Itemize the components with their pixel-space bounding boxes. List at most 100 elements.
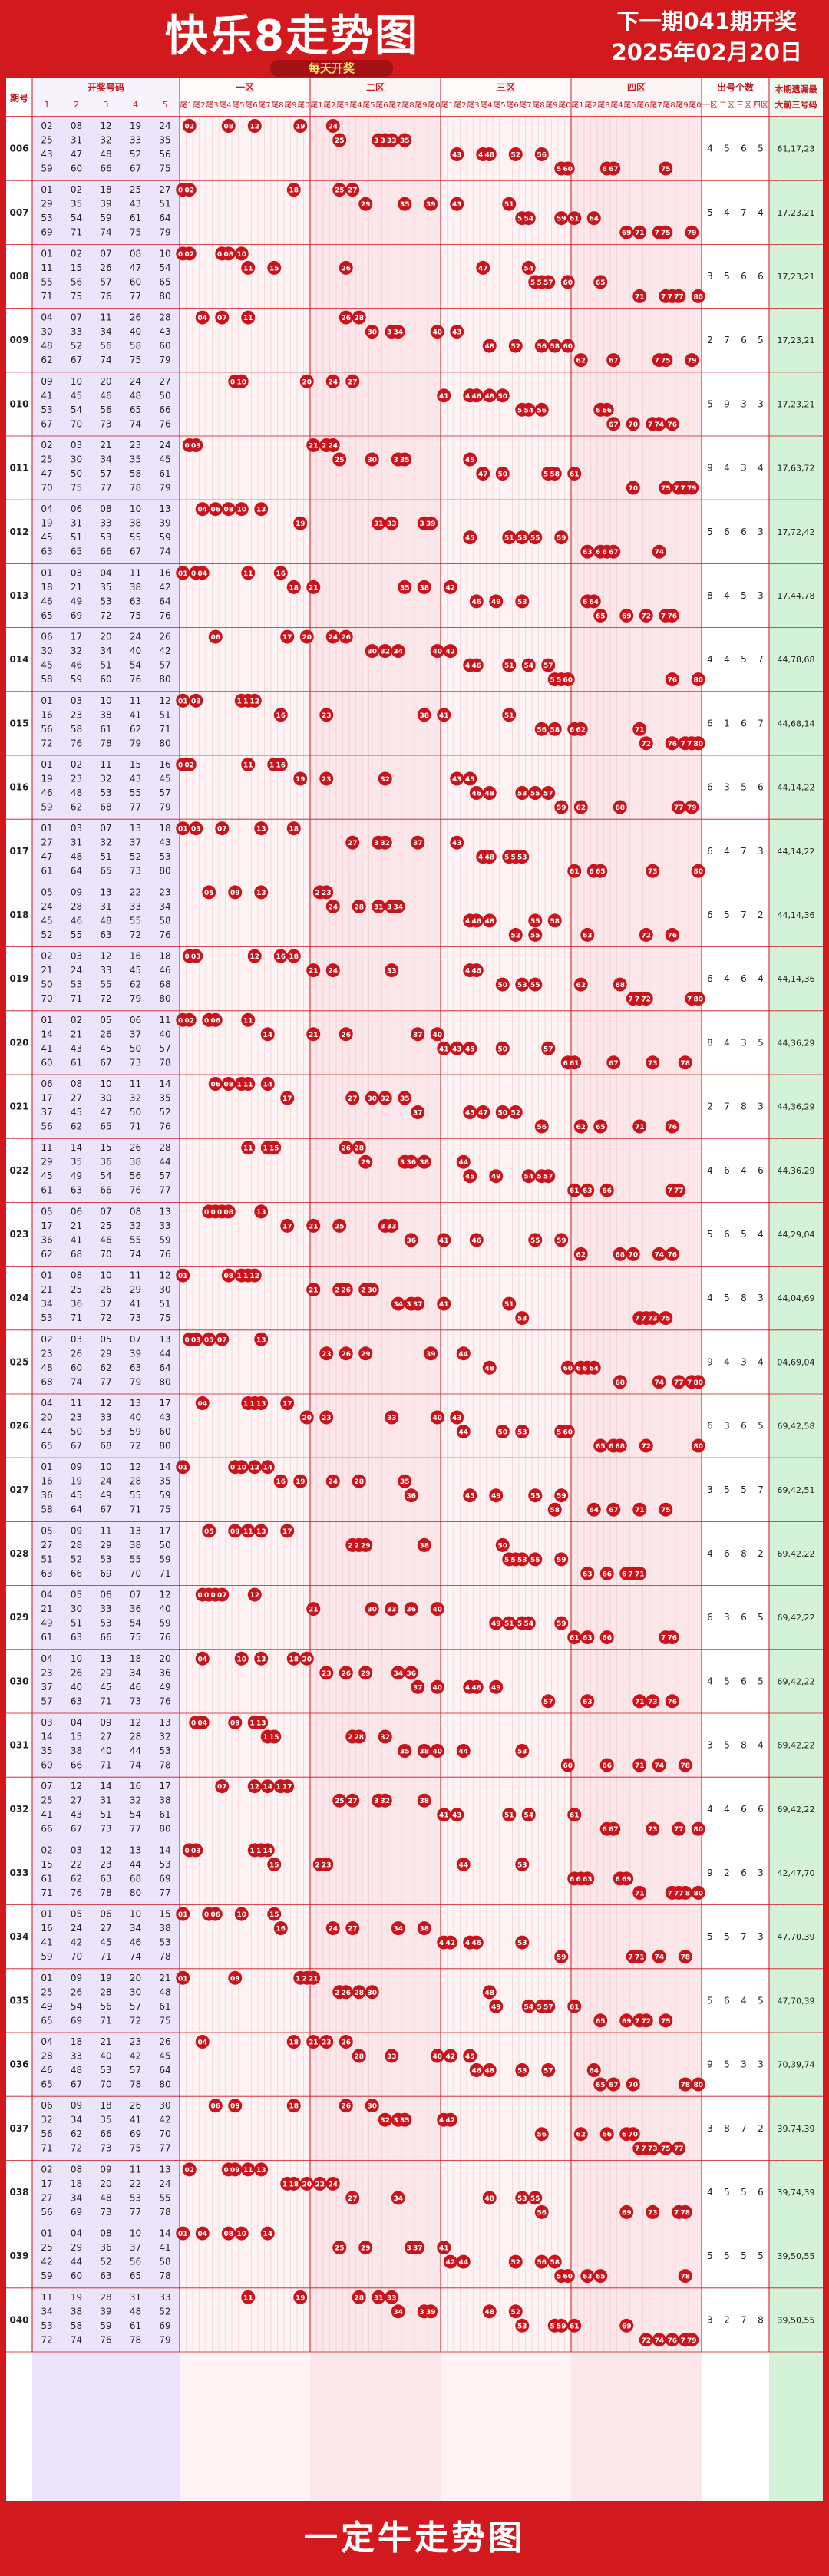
winning-number: 48 — [41, 341, 52, 352]
winning-number: 41 — [159, 2242, 170, 2253]
winning-number: 20 — [100, 632, 111, 642]
number-ball — [613, 977, 627, 992]
number-ball — [528, 1552, 543, 1567]
ball-label: 76 — [667, 421, 677, 429]
number-ball — [515, 977, 530, 992]
winning-number: 17 — [159, 1525, 170, 1536]
issue-number: 014 — [9, 654, 28, 665]
winning-number: 48 — [100, 915, 111, 926]
winning-number: 13 — [100, 1653, 111, 1664]
number-ball — [541, 1694, 556, 1709]
issue-number: 035 — [9, 1995, 28, 2006]
ball-label: 73 — [648, 1826, 658, 1834]
issue-number: 030 — [9, 1676, 28, 1686]
ball-label: 71 — [635, 293, 645, 301]
winning-number: 01 — [41, 1973, 52, 1983]
ball-label: 24 — [328, 903, 338, 911]
ball-label: 53 — [517, 1861, 527, 1869]
winning-number: 03 — [71, 440, 82, 451]
number-ball — [554, 2318, 569, 2333]
ball-label: 48 — [484, 152, 494, 160]
winning-number: 45 — [159, 454, 170, 465]
ball-label: 45 — [465, 1110, 475, 1118]
number-ball — [378, 2112, 392, 2127]
zone-count: 4 — [707, 1165, 713, 1176]
number-ball — [463, 1041, 477, 1055]
number-ball — [208, 2099, 223, 2113]
winning-number: 11 — [71, 1398, 82, 1409]
number-ball — [560, 672, 575, 687]
ball-label: 75 — [661, 230, 671, 237]
winning-number: 76 — [159, 1249, 170, 1260]
zone-count: 5 — [724, 144, 730, 154]
zone-count: 7 — [741, 910, 747, 920]
miss-top3: 70,39,74 — [778, 2060, 815, 2070]
winning-number: 79 — [159, 2334, 170, 2345]
number-ball — [176, 1970, 190, 1985]
ball-label: 49 — [491, 1684, 501, 1692]
number-ball — [599, 1566, 614, 1580]
ball-label: 53 — [517, 2195, 527, 2203]
number-ball — [547, 2254, 562, 2269]
ball-label: 33 — [387, 1223, 397, 1230]
winning-number: 71 — [100, 1696, 111, 1706]
winning-number: 50 — [130, 1107, 141, 1118]
number-ball — [691, 1821, 705, 1836]
winning-number: 56 — [100, 405, 111, 415]
number-ball — [372, 899, 386, 913]
number-ball — [293, 516, 308, 530]
winning-number: 35 — [41, 1745, 52, 1756]
winning-number: 77 — [159, 1887, 170, 1898]
winning-number: 47 — [100, 1107, 111, 1118]
number-ball — [665, 608, 679, 623]
ball-label: 16 — [276, 762, 286, 770]
number-ball — [678, 2269, 692, 2284]
winning-number: 80 — [159, 1376, 170, 1387]
ball-label: 56 — [537, 152, 547, 160]
ball-label: 58 — [550, 726, 560, 734]
number-ball — [365, 644, 379, 659]
number-ball — [424, 2304, 438, 2319]
number-ball — [515, 1857, 530, 1871]
ball-label: 41 — [439, 393, 449, 401]
ball-label: 55 — [530, 535, 540, 543]
ball-label: 06 — [210, 2103, 220, 2111]
winning-number: 08 — [71, 1270, 82, 1281]
ball-label: 65 — [596, 613, 606, 620]
tail-label: 尾6 — [506, 101, 518, 110]
ball-label: 52 — [510, 2309, 520, 2317]
ball-label: 79 — [687, 804, 697, 812]
number-ball — [391, 1296, 405, 1311]
ball-label: 18 — [289, 187, 299, 195]
number-ball — [554, 1233, 569, 1247]
ball-label: 04 — [197, 1720, 207, 1728]
number-ball — [182, 183, 197, 197]
winning-number: 74 — [71, 1376, 82, 1387]
number-ball — [228, 2099, 243, 2113]
winning-number: 58 — [41, 674, 52, 685]
ball-label: 42 — [445, 1940, 455, 1947]
issue-number: 036 — [9, 2059, 28, 2070]
winning-number: 36 — [159, 1667, 170, 1678]
winning-number: 78 — [130, 483, 141, 494]
winning-number: 41 — [41, 1043, 52, 1054]
ball-label: 48 — [484, 2195, 494, 2203]
winning-number: 80 — [159, 866, 170, 877]
number-ball — [685, 225, 699, 239]
ball-label: 32 — [380, 1798, 390, 1805]
ball-label: 75 — [661, 166, 671, 173]
number-ball — [534, 2127, 549, 2142]
winning-number: 54 — [71, 2001, 82, 2012]
winning-number: 20 — [100, 376, 111, 387]
ball-label: 10 — [236, 251, 246, 259]
number-ball — [463, 1488, 477, 1503]
number-ball — [417, 1921, 431, 1936]
winning-number: 35 — [159, 1476, 170, 1487]
ball-label: 12 — [249, 953, 259, 961]
number-ball — [176, 1907, 190, 1921]
winning-number: 53 — [41, 405, 52, 415]
ball-label: 59 — [557, 1493, 566, 1501]
winning-number: 68 — [100, 802, 111, 813]
winning-number: 53 — [100, 2065, 111, 2076]
ball-label: 67 — [609, 166, 619, 173]
